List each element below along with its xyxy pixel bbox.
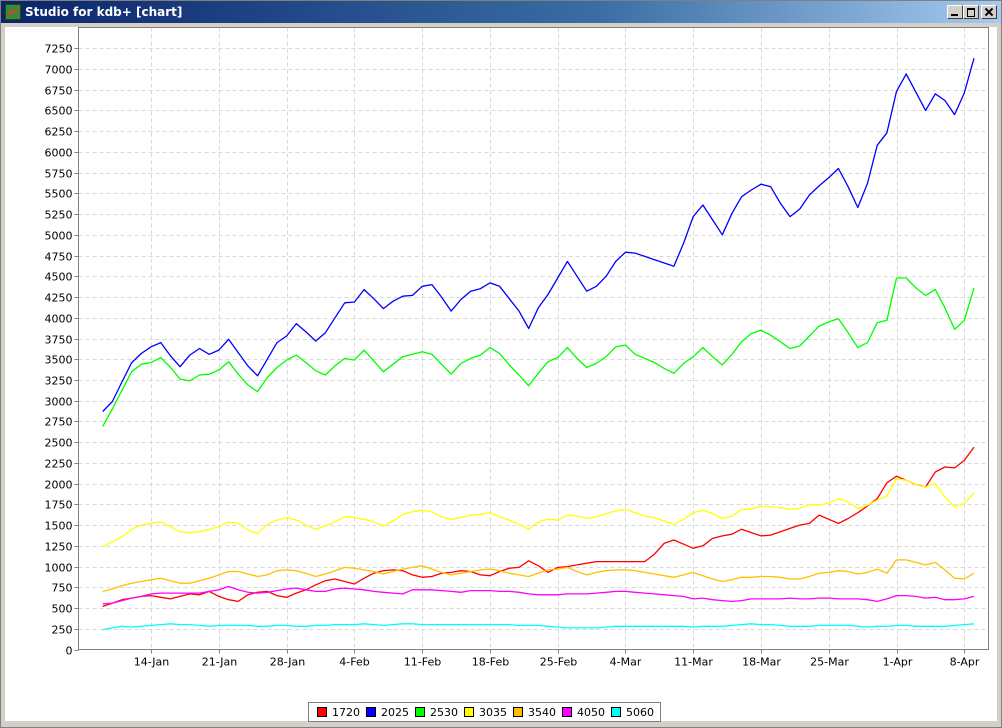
y-tick-label: 1750 (45, 499, 73, 512)
chart-panel: 0 250 500 750 1000 1250 1500 1750 2000 2250 2500 27… (5, 27, 997, 721)
x-axis-ticks: 14-Jan 21-Jan 28-Jan 4-Feb 11-Feb 18-Feb 25-Fe… (134, 649, 980, 669)
legend-swatch (464, 707, 474, 717)
y-tick-label: 4000 (45, 313, 73, 326)
legend-item-5060: 5060 (611, 706, 654, 719)
series-line-1720 (102, 446, 975, 608)
maximize-button[interactable] (963, 5, 979, 19)
title-bar[interactable]: Studio for kdb+ [chart] (1, 1, 1001, 23)
y-tick-label: 3000 (45, 396, 73, 409)
legend-label: 1720 (332, 705, 360, 719)
y-tick-label: 5500 (45, 188, 73, 201)
y-tick-label: 750 (52, 582, 73, 595)
legend-label: 2530 (430, 705, 458, 719)
chart-legend: 1720 2025 2530 3035 3540 4050 5060 (308, 702, 661, 722)
legend-label: 3540 (528, 705, 556, 719)
y-tick-label: 2500 (45, 437, 73, 450)
y-tick-label: 5750 (45, 168, 73, 181)
legend-item-3035: 3035 (464, 706, 507, 719)
legend-swatch (317, 707, 327, 717)
x-tick-label: 4-Feb (339, 656, 369, 669)
series-line-3540 (102, 559, 975, 593)
series-line-2025 (102, 58, 975, 412)
legend-item-2530: 2530 (415, 706, 458, 719)
legend-label: 2025 (381, 705, 409, 719)
x-tick-label: 1-Apr (883, 656, 913, 669)
x-tick-label: 21-Jan (202, 656, 238, 669)
chart-app-icon (5, 4, 21, 20)
x-tick-label: 14-Jan (134, 656, 170, 669)
x-tick-label: 25-Feb (540, 656, 577, 669)
line-chart: 0 250 500 750 1000 1250 1500 1750 2000 2250 2500 27… (45, 27, 989, 669)
y-tick-label: 1250 (45, 541, 73, 554)
legend-swatch (513, 707, 523, 717)
series-line-4050 (102, 585, 975, 605)
y-tick-label: 4750 (45, 251, 73, 264)
y-tick-label: 3250 (45, 375, 73, 388)
series-line-5060 (102, 623, 975, 631)
legend-label: 5060 (626, 705, 654, 719)
y-tick-label: 3500 (45, 354, 73, 367)
y-axis-ticks: 0 250 500 750 1000 1250 1500 1750 2000 2250 2500 27… (45, 43, 79, 658)
minimize-button[interactable] (947, 5, 963, 19)
y-tick-label: 1000 (45, 562, 73, 575)
y-tick-label: 7000 (45, 64, 73, 77)
y-tick-label: 0 (66, 645, 73, 658)
x-tick-label: 11-Mar (674, 656, 713, 669)
y-tick-label: 250 (52, 624, 73, 637)
y-tick-label: 2750 (45, 416, 73, 429)
legend-swatch (366, 707, 376, 717)
y-tick-label: 4500 (45, 271, 73, 284)
plot-area-frame (78, 27, 989, 650)
y-tick-label: 5250 (45, 209, 73, 222)
series-line-3035 (102, 478, 975, 548)
y-tick-label: 4250 (45, 292, 73, 305)
legend-swatch (562, 707, 572, 717)
legend-label: 4050 (577, 705, 605, 719)
legend-item-4050: 4050 (562, 706, 605, 719)
close-button[interactable] (981, 5, 997, 19)
y-tick-label: 500 (52, 603, 73, 616)
legend-item-1720: 1720 (317, 706, 360, 719)
y-tick-label: 2250 (45, 458, 73, 471)
y-tick-label: 6000 (45, 147, 73, 160)
x-tick-label: 4-Mar (610, 656, 642, 669)
x-tick-label: 8-Apr (950, 656, 980, 669)
x-tick-label: 18-Feb (472, 656, 509, 669)
legend-label: 3035 (479, 705, 507, 719)
series-line-2530 (102, 277, 975, 427)
y-tick-label: 6750 (45, 85, 73, 98)
y-tick-label: 7250 (45, 43, 73, 56)
y-tick-label: 3750 (45, 334, 73, 347)
x-tick-label: 28-Jan (270, 656, 306, 669)
x-tick-label: 11-Feb (404, 656, 441, 669)
x-tick-label: 18-Mar (742, 656, 781, 669)
legend-item-2025: 2025 (366, 706, 409, 719)
y-tick-label: 6250 (45, 126, 73, 139)
x-tick-label: 25-Mar (810, 656, 849, 669)
y-tick-label: 5000 (45, 230, 73, 243)
y-tick-label: 6500 (45, 105, 73, 118)
window-title: Studio for kdb+ [chart] (25, 5, 183, 19)
legend-swatch (415, 707, 425, 717)
y-tick-label: 2000 (45, 479, 73, 492)
chart-series (102, 58, 975, 631)
legend-swatch (611, 707, 621, 717)
legend-item-3540: 3540 (513, 706, 556, 719)
y-tick-label: 1500 (45, 520, 73, 533)
